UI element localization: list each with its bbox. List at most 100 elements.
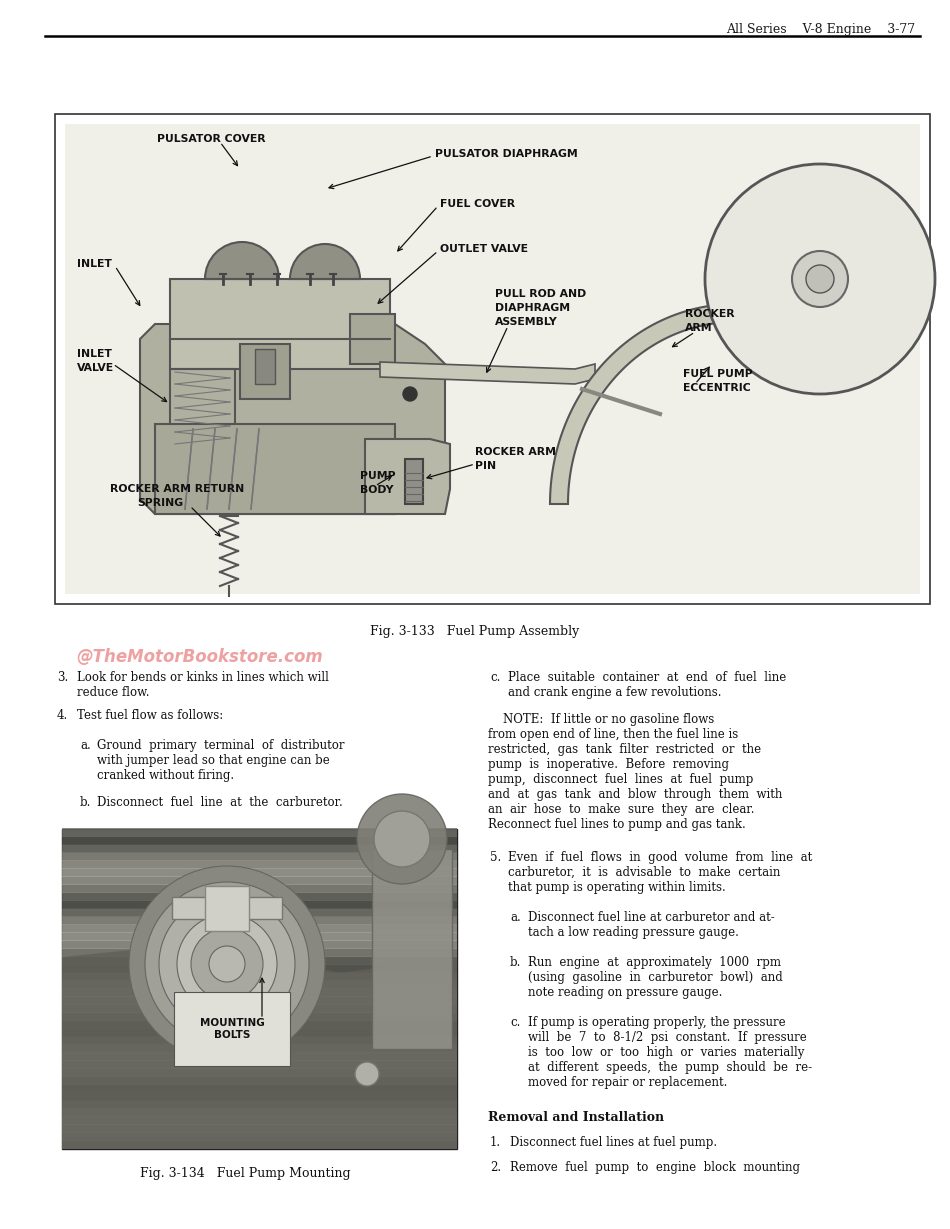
Bar	[62, 916, 457, 925]
Bar	[62, 995, 457, 1005]
Text: pump  is  inoperative.  Before  removing: pump is inoperative. Before removing	[488, 758, 729, 771]
Bar	[240, 344, 290, 399]
Text: note reading on pressure gauge.: note reading on pressure gauge.	[528, 986, 722, 999]
Bar	[55, 114, 930, 603]
Text: (using  gasoline  in  carburetor  bowl)  and: (using gasoline in carburetor bowl) and	[528, 971, 783, 984]
Bar	[62, 1109, 457, 1117]
Bar	[62, 892, 457, 901]
Text: and crank engine a few revolutions.: and crank engine a few revolutions.	[508, 686, 721, 699]
Text: 5.: 5.	[490, 850, 502, 864]
Bar	[155, 424, 395, 514]
Bar	[62, 1141, 457, 1149]
Wedge shape	[290, 245, 360, 279]
Text: Removal and Installation: Removal and Installation	[488, 1111, 664, 1125]
Polygon shape	[62, 941, 457, 1149]
Text: Fig. 3-133   Fuel Pump Assembly: Fig. 3-133 Fuel Pump Assembly	[370, 624, 580, 638]
Bar	[62, 956, 457, 965]
Text: reduce flow.: reduce flow.	[77, 686, 149, 699]
Text: Fig. 3-134   Fuel Pump Mounting: Fig. 3-134 Fuel Pump Mounting	[140, 1168, 351, 1181]
Bar	[62, 1093, 457, 1101]
Text: moved for repair or replacement.: moved for repair or replacement.	[528, 1077, 728, 1089]
Polygon shape	[365, 439, 450, 514]
Text: MOUNTING
BOLTS: MOUNTING BOLTS	[200, 1018, 264, 1040]
Text: with jumper lead so that engine can be: with jumper lead so that engine can be	[97, 755, 330, 767]
Text: PULSATOR COVER: PULSATOR COVER	[157, 134, 266, 144]
Text: Disconnect fuel line at carburetor and at-: Disconnect fuel line at carburetor and a…	[528, 911, 775, 924]
Text: b.: b.	[80, 796, 91, 809]
Text: will  be  7  to  8-1/2  psi  constant.  If  pressure: will be 7 to 8-1/2 psi constant. If pres…	[528, 1031, 807, 1043]
Text: pump,  disconnect  fuel  lines  at  fuel  pump: pump, disconnect fuel lines at fuel pump	[488, 773, 753, 787]
Circle shape	[792, 251, 848, 307]
Bar	[62, 1084, 457, 1093]
Text: 4.: 4.	[57, 709, 68, 721]
Text: ROCKER ARM: ROCKER ARM	[475, 447, 556, 457]
Text: 2.: 2.	[490, 1161, 502, 1174]
Text: Reconnect fuel lines to pump and gas tank.: Reconnect fuel lines to pump and gas tan…	[488, 819, 746, 831]
Bar	[62, 1077, 457, 1085]
Circle shape	[403, 387, 417, 401]
Circle shape	[806, 265, 834, 293]
Text: Ground  primary  terminal  of  distributor: Ground primary terminal of distributor	[97, 739, 345, 752]
Text: FUEL PUMP: FUEL PUMP	[683, 369, 752, 379]
Text: from open end of line, then the fuel line is: from open end of line, then the fuel lin…	[488, 728, 738, 741]
Bar	[62, 980, 457, 989]
Text: All Series    V-8 Engine    3-77: All Series V-8 Engine 3-77	[726, 22, 915, 36]
Text: OUTLET VALVE: OUTLET VALVE	[440, 245, 528, 254]
Text: Disconnect fuel lines at fuel pump.: Disconnect fuel lines at fuel pump.	[510, 1136, 717, 1149]
Text: at  different  speeds,  the  pump  should  be  re-: at different speeds, the pump should be …	[528, 1061, 812, 1074]
Text: is  too  low  or  too  high  or  varies  materially: is too low or too high or varies materia…	[528, 1046, 805, 1059]
Text: PULSATOR DIAPHRAGM: PULSATOR DIAPHRAGM	[435, 149, 578, 159]
Text: a.: a.	[80, 739, 91, 752]
Text: NOTE:  If little or no gasoline flows: NOTE: If little or no gasoline flows	[488, 713, 714, 726]
Text: b.: b.	[510, 956, 522, 968]
Text: Look for bends or kinks in lines which will: Look for bends or kinks in lines which w…	[77, 671, 329, 685]
Bar	[62, 884, 457, 893]
Circle shape	[357, 794, 447, 884]
Bar	[62, 1027, 457, 1037]
Circle shape	[374, 811, 430, 866]
Text: Disconnect  fuel  line  at  the  carburetor.: Disconnect fuel line at the carburetor.	[97, 796, 343, 809]
Circle shape	[209, 946, 245, 982]
Text: If pump is operating properly, the pressure: If pump is operating properly, the press…	[528, 1016, 786, 1029]
Text: cranked without firing.: cranked without firing.	[97, 769, 234, 782]
Bar	[62, 988, 457, 997]
Text: Even  if  fuel  flows  in  good  volume  from  line  at: Even if fuel flows in good volume from l…	[508, 850, 812, 864]
Bar	[62, 836, 457, 846]
Text: ARM: ARM	[685, 323, 712, 333]
Text: INLET: INLET	[77, 259, 112, 269]
Text: 1.: 1.	[490, 1136, 502, 1149]
Polygon shape	[550, 304, 819, 504]
Bar	[62, 1004, 457, 1013]
Bar	[62, 852, 457, 862]
Text: c.: c.	[510, 1016, 521, 1029]
Text: ECCENTRIC: ECCENTRIC	[683, 383, 750, 393]
Text: carburetor,  it  is  advisable  to  make  certain: carburetor, it is advisable to make cert…	[508, 866, 780, 879]
Bar	[62, 1068, 457, 1077]
Text: INLET: INLET	[77, 349, 112, 359]
Text: an  air  hose  to  make  sure  they  are  clear.: an air hose to make sure they are clear.	[488, 803, 754, 816]
Bar	[205, 886, 249, 932]
Bar	[62, 900, 457, 909]
Circle shape	[129, 866, 325, 1062]
Text: BODY: BODY	[360, 485, 393, 495]
Bar	[62, 860, 457, 869]
Bar	[62, 1036, 457, 1045]
Bar	[62, 868, 457, 878]
Text: 3.: 3.	[57, 671, 68, 685]
Text: SPRING: SPRING	[137, 498, 183, 508]
Bar	[170, 279, 390, 369]
Wedge shape	[205, 242, 279, 279]
Text: VALVE: VALVE	[77, 363, 114, 372]
Text: restricted,  gas  tank  filter  restricted  or  the: restricted, gas tank filter restricted o…	[488, 744, 761, 756]
Bar	[62, 1011, 457, 1021]
Circle shape	[355, 1062, 379, 1086]
Polygon shape	[380, 363, 595, 383]
Text: Run  engine  at  approximately  1000  rpm: Run engine at approximately 1000 rpm	[528, 956, 781, 968]
Text: FUEL COVER: FUEL COVER	[440, 199, 515, 209]
Bar	[62, 964, 457, 973]
Bar	[62, 828, 457, 837]
Circle shape	[177, 914, 277, 1014]
Bar	[62, 932, 457, 941]
Bar	[62, 1116, 457, 1125]
Bar	[255, 349, 275, 383]
